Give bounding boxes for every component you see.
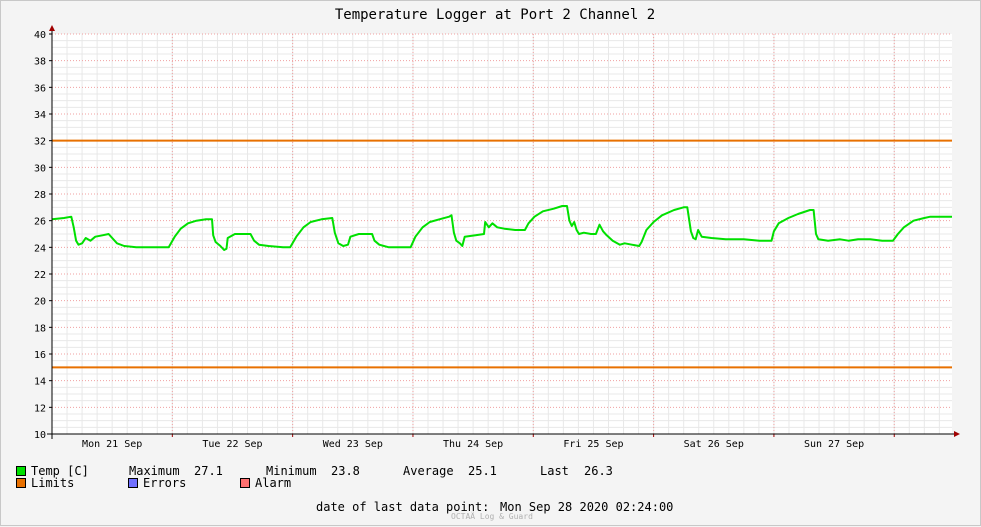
legend-label-limits: Limits xyxy=(31,476,75,490)
x-tick-label: Wed 23 Sep xyxy=(323,439,383,450)
stat-minimum-label: Minimum xyxy=(266,464,317,478)
y-tick-label: 28 xyxy=(34,190,46,201)
grid-minor xyxy=(51,34,952,434)
axes xyxy=(47,25,960,439)
y-tick-label: 40 xyxy=(34,30,46,41)
stat-minimum-value: 23.8 xyxy=(331,464,360,478)
last-data-point-label: date of last data point: xyxy=(316,500,490,514)
stat-average-label: Average xyxy=(403,464,454,478)
y-tick-label: 24 xyxy=(34,243,46,254)
y-tick-label: 30 xyxy=(34,163,46,174)
x-tick-label: Thu 24 Sep xyxy=(443,439,503,450)
y-tick-label: 12 xyxy=(34,403,46,414)
x-tick-label: Mon 21 Sep xyxy=(82,439,142,450)
y-tick-label: 10 xyxy=(34,430,46,441)
x-axis-labels: Mon 21 Sep Tue 22 Sep Wed 23 Sep Thu 24 Sep… xyxy=(82,439,864,450)
stat-maximum-label: Maximum xyxy=(129,464,180,478)
y-tick-label: 32 xyxy=(34,137,46,148)
y-tick-label: 38 xyxy=(34,57,46,68)
stat-last-value: 26.3 xyxy=(584,464,613,478)
y-axis-ticks: 10 12 14 16 18 20 22 24 26 28 30 32 34 36 38 40 xyxy=(34,30,895,441)
y-tick-label: 18 xyxy=(34,323,46,334)
stat-last-label: Last xyxy=(540,464,569,478)
chart-title: Temperature Logger at Port 2 Channel 2 xyxy=(335,7,655,23)
legend-swatch-limits xyxy=(16,478,26,488)
temperature-series-line xyxy=(51,205,952,251)
legend-label-temp: Temp [C] xyxy=(31,464,89,478)
stat-average-value: 25.1 xyxy=(468,464,497,478)
y-tick-label: 20 xyxy=(34,297,46,308)
x-tick-label: Fri 25 Sep xyxy=(563,439,623,450)
y-tick-label: 22 xyxy=(34,270,46,281)
y-tick-label: 14 xyxy=(34,377,46,388)
stat-maximum-value: 27.1 xyxy=(194,464,223,478)
y-axis-arrow xyxy=(49,25,55,31)
legend-swatch-errors xyxy=(128,478,138,488)
legend-label-errors: Errors xyxy=(143,476,187,490)
credit-text: OCTAÄ Log & Guard xyxy=(451,512,533,521)
x-tick-label: Sun 27 Sep xyxy=(804,439,864,450)
x-tick-label: Sat 26 Sep xyxy=(684,439,744,450)
x-axis-arrow xyxy=(954,431,960,437)
last-data-point-value: Mon Sep 28 2020 02:24:00 xyxy=(500,500,674,514)
y-tick-label: 34 xyxy=(34,110,46,121)
y-tick-label: 16 xyxy=(34,350,46,361)
y-tick-label: 36 xyxy=(34,83,46,94)
x-tick-label: Tue 22 Sep xyxy=(202,439,262,450)
legend-swatch-alarm xyxy=(240,478,250,488)
y-tick-label: 26 xyxy=(34,217,46,228)
legend-swatch-temp xyxy=(16,466,26,476)
legend-label-alarm: Alarm xyxy=(255,476,292,490)
